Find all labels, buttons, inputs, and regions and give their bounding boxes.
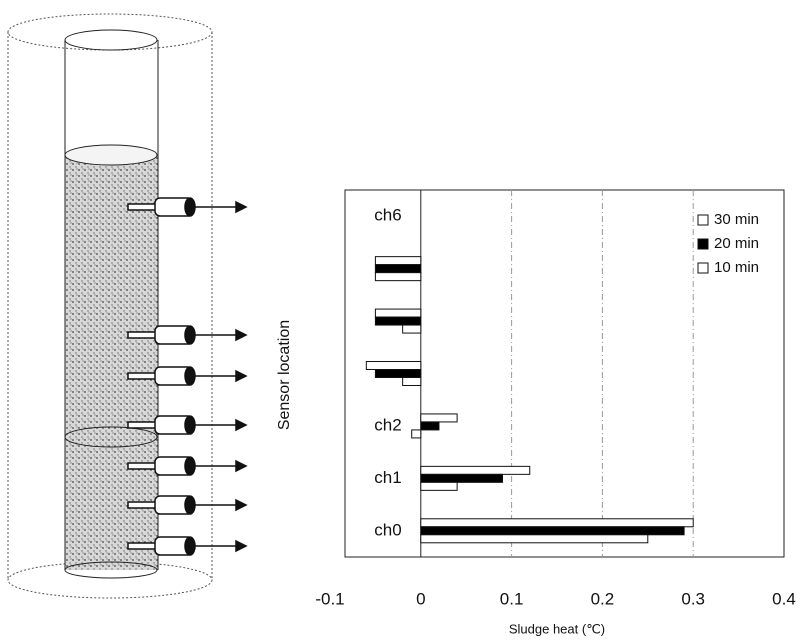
bar <box>374 316 422 326</box>
bar <box>402 324 422 334</box>
legend-swatch <box>697 214 709 226</box>
plot-area <box>344 189 785 558</box>
legend-label: 10 min <box>714 259 759 276</box>
legend-label: 30 min <box>714 211 759 228</box>
bar <box>420 518 694 528</box>
bar <box>420 534 649 544</box>
x-tick-label: -0.1 <box>315 589 344 608</box>
bar <box>420 481 458 491</box>
x-tick-label: 0.1 <box>500 589 524 608</box>
y-tick-label: ch6 <box>374 206 401 225</box>
legend-swatch <box>697 262 709 274</box>
bar <box>411 429 422 439</box>
x-tick-label: 0.2 <box>591 589 615 608</box>
x-tick-label: 0.4 <box>772 589 796 608</box>
bar <box>374 272 422 282</box>
bar <box>365 361 422 370</box>
bar <box>420 421 440 431</box>
bar <box>402 377 422 386</box>
legend-swatch <box>697 238 709 250</box>
bar <box>420 473 504 483</box>
reactor-diagram <box>7 13 248 599</box>
bar <box>420 465 531 475</box>
x-axis-label: Sludge heat (℃) <box>509 621 605 636</box>
bar <box>420 413 458 423</box>
bar <box>374 264 422 274</box>
y-tick-label: ch1 <box>374 468 401 487</box>
bar <box>420 526 685 536</box>
bar <box>374 369 422 378</box>
x-tick-label: 0.3 <box>681 589 705 608</box>
bar <box>374 256 422 266</box>
bar <box>374 308 422 318</box>
y-axis-label: Sensor location <box>276 320 293 430</box>
legend-label: 20 min <box>714 235 759 252</box>
y-tick-label: ch0 <box>374 520 401 539</box>
y-tick-label: ch2 <box>374 415 401 434</box>
x-tick-label: 0 <box>416 589 425 608</box>
